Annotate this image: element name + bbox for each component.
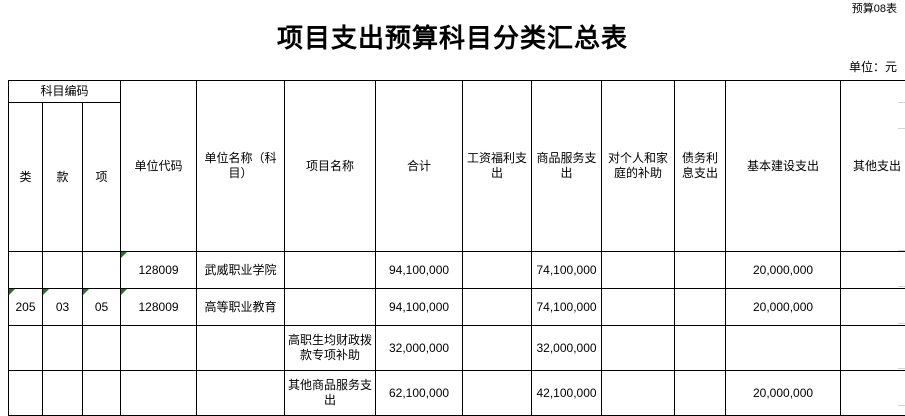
cell-item	[83, 252, 121, 289]
cell-unit-name	[197, 326, 285, 371]
cell-section	[43, 252, 83, 289]
cell-section: 03	[43, 289, 83, 326]
cell-unit-code	[121, 326, 197, 371]
header-individual-family-subsidy: 对个人和家庭的补助	[602, 81, 675, 252]
cell-total: 94,100,000	[376, 289, 463, 326]
header-section: 款	[43, 103, 83, 252]
table-row: 205 03 05 128009 高等职业教育 94,100,000 74,10…	[9, 289, 905, 326]
cell-project-name	[285, 252, 376, 289]
cell-unit-code: 128009	[121, 252, 197, 289]
table-row: 128009 武威职业学院 94,100,000 74,100,000 20,0…	[9, 252, 905, 289]
cell-salary-welfare	[463, 289, 532, 326]
cell-class	[9, 326, 43, 371]
table-row: 高职生均财政拨款专项补助 32,000,000 32,000,000	[9, 326, 905, 371]
unit-note-label: 单位：元	[849, 59, 897, 75]
cell-goods-services: 32,000,000	[532, 326, 602, 371]
cell-item	[83, 326, 121, 371]
header-project-name: 项目名称	[285, 81, 376, 252]
cell-class: 205	[9, 289, 43, 326]
budget-table: 科目编码 单位代码 单位名称（科目） 项目名称 合计 工资福利支出 商品服务支出…	[8, 80, 905, 416]
header-unit-code: 单位代码	[121, 81, 197, 252]
cell-item	[83, 371, 121, 416]
cell-capital-construction	[726, 326, 841, 371]
cell-other-expense	[841, 371, 905, 416]
cell-other-expense	[841, 252, 905, 289]
cell-debt-interest	[675, 326, 726, 371]
cell-goods-services: 74,100,000	[532, 289, 602, 326]
cell-total: 94,100,000	[376, 252, 463, 289]
cell-total: 32,000,000	[376, 326, 463, 371]
cell-debt-interest	[675, 289, 726, 326]
cell-unit-name	[197, 371, 285, 416]
cell-goods-services: 42,100,000	[532, 371, 602, 416]
page-title: 项目支出预算科目分类汇总表	[0, 22, 905, 56]
cell-project-name	[285, 289, 376, 326]
sheet-tag-label: 预算08表	[852, 2, 897, 16]
header-item: 项	[83, 103, 121, 252]
cell-capital-construction: 20,000,000	[726, 252, 841, 289]
cell-individual-family-subsidy	[602, 371, 675, 416]
cell-total: 62,100,000	[376, 371, 463, 416]
cell-goods-services: 74,100,000	[532, 252, 602, 289]
header-debt-interest-expense: 债务利息支出	[675, 81, 726, 252]
header-other-expense: 其他支出	[841, 81, 905, 252]
cell-debt-interest	[675, 252, 726, 289]
header-salary-welfare-expense: 工资福利支出	[463, 81, 532, 252]
cell-salary-welfare	[463, 252, 532, 289]
cell-project-name: 其他商品服务支出	[285, 371, 376, 416]
header-total: 合计	[376, 81, 463, 252]
cell-unit-name: 高等职业教育	[197, 289, 285, 326]
header-group-subject-code: 科目编码	[9, 81, 121, 103]
table-row: 其他商品服务支出 62,100,000 42,100,000 20,000,00…	[9, 371, 905, 416]
budget-table-container: 科目编码 单位代码 单位名称（科目） 项目名称 合计 工资福利支出 商品服务支出…	[8, 80, 898, 416]
cell-salary-welfare	[463, 371, 532, 416]
cell-other-expense	[841, 326, 905, 371]
cell-class	[9, 252, 43, 289]
cell-salary-welfare	[463, 326, 532, 371]
cell-debt-interest	[675, 371, 726, 416]
cell-section	[43, 326, 83, 371]
header-goods-services-expense: 商品服务支出	[532, 81, 602, 252]
cell-individual-family-subsidy	[602, 252, 675, 289]
header-capital-construction-expense: 基本建设支出	[726, 81, 841, 252]
cell-class	[9, 371, 43, 416]
cell-unit-code	[121, 371, 197, 416]
cell-individual-family-subsidy	[602, 289, 675, 326]
cell-other-expense	[841, 289, 905, 326]
cell-individual-family-subsidy	[602, 326, 675, 371]
cell-capital-construction: 20,000,000	[726, 289, 841, 326]
cell-section	[43, 371, 83, 416]
header-unit-name: 单位名称（科目）	[197, 81, 285, 252]
table-header-group-row: 科目编码 单位代码 单位名称（科目） 项目名称 合计 工资福利支出 商品服务支出…	[9, 81, 905, 103]
cell-item: 05	[83, 289, 121, 326]
cell-capital-construction: 20,000,000	[726, 371, 841, 416]
header-class: 类	[9, 103, 43, 252]
cell-unit-code: 128009	[121, 289, 197, 326]
cell-project-name: 高职生均财政拨款专项补助	[285, 326, 376, 371]
cell-unit-name: 武威职业学院	[197, 252, 285, 289]
